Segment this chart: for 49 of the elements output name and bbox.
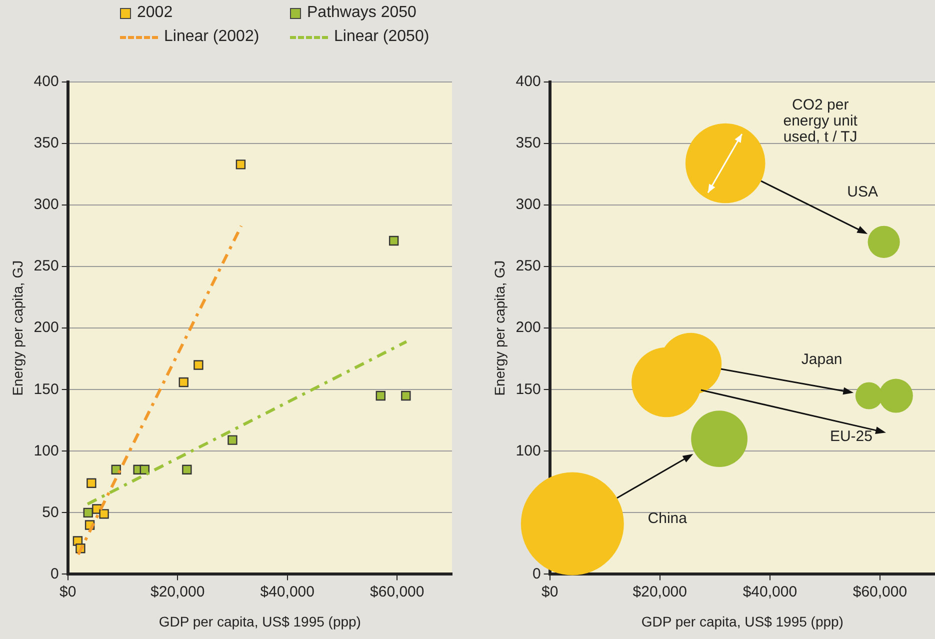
y-tick-label: 0 xyxy=(50,565,59,582)
y-tick-label: 200 xyxy=(34,319,59,336)
x-tick-label: $0 xyxy=(541,583,558,600)
annotation: EU-25 xyxy=(830,428,872,446)
legend-label: 2002 xyxy=(137,4,173,22)
y-tick-label: 250 xyxy=(516,258,541,275)
y-tick-label: 400 xyxy=(34,73,59,90)
y-tick-label: 350 xyxy=(34,134,59,152)
point xyxy=(228,435,238,445)
point xyxy=(401,390,411,401)
x-tick-label: $60,000 xyxy=(370,583,424,600)
annotation: Japan xyxy=(801,350,842,368)
annotation: USA xyxy=(847,184,878,201)
point xyxy=(194,360,204,370)
y-tick-label: 250 xyxy=(34,258,59,275)
y-axis-title: Energy per capita, GJ xyxy=(9,260,26,396)
point xyxy=(178,377,188,388)
point xyxy=(86,478,96,488)
y-tick-label: 350 xyxy=(516,134,541,152)
x-tick-label: $60,000 xyxy=(852,583,908,600)
y-tick-label: 400 xyxy=(516,73,541,90)
annotation: CO2 per energy unit used, t / TJ xyxy=(783,96,858,146)
point xyxy=(376,390,386,401)
point xyxy=(182,464,192,474)
y-tick-label: 300 xyxy=(516,196,541,214)
point xyxy=(388,236,399,246)
x-tick-label: $0 xyxy=(59,583,76,600)
y-tick-label: 300 xyxy=(34,196,59,214)
y-axis-title: Energy per capita, GJ xyxy=(491,260,508,396)
y-tick-label: 200 xyxy=(516,319,541,336)
y-tick-label: 150 xyxy=(516,380,541,398)
y-tick-label: 0 xyxy=(532,565,541,582)
x-tick-label: $40,000 xyxy=(260,583,314,600)
x-tick-label: $40,000 xyxy=(742,583,798,600)
y-tick-label: 50 xyxy=(42,504,59,521)
point xyxy=(99,509,109,519)
y-tick-label: 100 xyxy=(516,442,541,460)
legend-label: Linear (2002) xyxy=(164,28,260,46)
point xyxy=(83,508,93,518)
legend-label: Pathways 2050 xyxy=(307,4,416,22)
point xyxy=(236,160,246,170)
x-axis-title: GDP per capita, US$ 1995 (ppp) xyxy=(158,613,361,630)
legend-label: Linear (2050) xyxy=(334,28,430,46)
annotation: China xyxy=(648,510,688,527)
x-tick-label: $20,000 xyxy=(150,583,205,600)
y-tick-label: 150 xyxy=(34,380,59,398)
y-tick-label: 100 xyxy=(34,442,59,460)
x-axis-title: GDP per capita, US$ 1995 (ppp) xyxy=(641,613,844,630)
x-tick-label: $20,000 xyxy=(632,583,687,600)
